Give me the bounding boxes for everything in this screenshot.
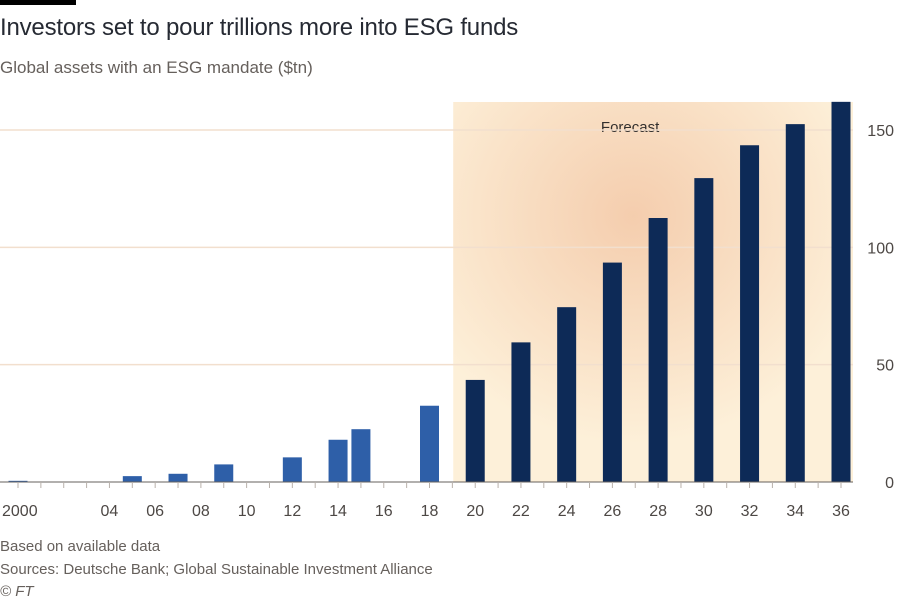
y-tick-label: 50 <box>876 358 894 375</box>
forecast-bar <box>785 124 805 482</box>
footnote-data: Based on available data <box>0 538 161 555</box>
chart-subtitle: Global assets with an ESG mandate ($tn) <box>0 58 313 77</box>
forecast-bar <box>694 178 714 482</box>
historical-bar <box>8 480 28 482</box>
forecast-bar <box>557 307 577 482</box>
footnote-copyright: © FT <box>0 583 34 600</box>
x-tick-label: 22 <box>512 503 530 520</box>
historical-bar <box>122 476 142 482</box>
y-tick-label: 150 <box>867 123 894 140</box>
y-tick-label: 0 <box>885 475 894 492</box>
x-tick-label: 24 <box>558 503 576 520</box>
forecast-bar <box>831 101 851 482</box>
x-tick-label: 30 <box>695 503 713 520</box>
brand-bar <box>0 0 76 5</box>
chart-title: Investors set to pour trillions more int… <box>0 14 519 41</box>
x-tick-label: 04 <box>101 503 119 520</box>
esg-bar-chart: Forecast 2000 04 06 08 10 12 14 16 18 20 22 24 26 28 3… <box>0 101 894 520</box>
footnote-sources: Sources: Deutsche Bank; Global Sustainab… <box>0 561 433 578</box>
x-tick-label: 32 <box>741 503 759 520</box>
historical-bar <box>328 439 348 482</box>
bars <box>8 101 851 482</box>
x-tick-label: 16 <box>375 503 393 520</box>
forecast-label: Forecast <box>601 119 660 136</box>
x-tick-label: 34 <box>786 503 804 520</box>
forecast-bar <box>740 145 760 482</box>
historical-bar <box>351 429 371 482</box>
forecast-bar <box>465 379 485 482</box>
forecast-bar <box>511 342 531 482</box>
x-tick-label: 10 <box>238 503 256 520</box>
x-tick-label: 18 <box>421 503 439 520</box>
x-tick-label: 14 <box>329 503 347 520</box>
historical-bar <box>282 457 302 482</box>
historical-bar <box>420 405 439 482</box>
x-tick-label: 36 <box>832 503 850 520</box>
historical-bar <box>168 473 188 482</box>
axes: 2000 04 06 08 10 12 14 16 18 20 22 24 26 28 30 32 34 36 0 5… <box>0 123 894 520</box>
x-tick-label: 26 <box>603 503 621 520</box>
historical-bar <box>214 464 234 482</box>
x-tick-label: 06 <box>146 503 164 520</box>
y-tick-label: 100 <box>867 240 894 257</box>
x-tick-label: 08 <box>192 503 210 520</box>
x-tick-label: 2000 <box>2 503 38 520</box>
forecast-bar <box>648 218 668 482</box>
x-tick-label: 28 <box>649 503 667 520</box>
x-tick-label: 12 <box>283 503 301 520</box>
x-tick-label: 20 <box>466 503 484 520</box>
forecast-bar <box>602 262 622 482</box>
